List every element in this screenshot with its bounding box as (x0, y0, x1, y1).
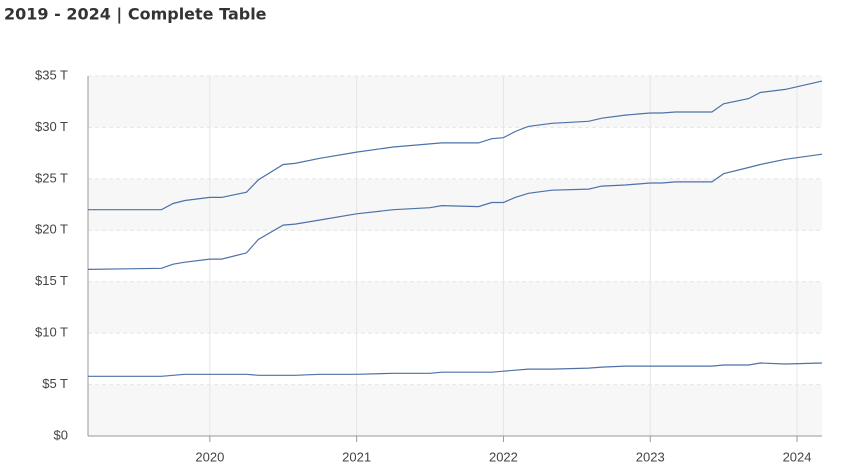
y-tick-label: $35 T (35, 67, 68, 82)
y-tick-label: $30 T (35, 119, 68, 134)
line (88, 80, 823, 211)
line (88, 362, 823, 377)
x-tick-label: 2020 (195, 449, 224, 464)
y-tick-label: $20 T (35, 222, 68, 237)
y-tick-label: $5 T (42, 376, 68, 391)
y-tick-label: $10 T (35, 325, 68, 340)
band (88, 384, 822, 436)
x-tick-label: 2022 (489, 449, 518, 464)
band (88, 178, 822, 231)
band (88, 281, 822, 334)
y-tick-label: $0 (54, 427, 68, 442)
band (88, 76, 822, 128)
y-tick-label: $25 T (35, 170, 68, 185)
x-tick-label: 2023 (636, 449, 665, 464)
y-tick-label: $15 T (35, 273, 68, 288)
x-tick-label: 2024 (783, 449, 812, 464)
line (87, 153, 823, 270)
x-tick-label: 2021 (342, 449, 371, 464)
chart-title: 2019 - 2024 | Complete Table (4, 5, 267, 25)
